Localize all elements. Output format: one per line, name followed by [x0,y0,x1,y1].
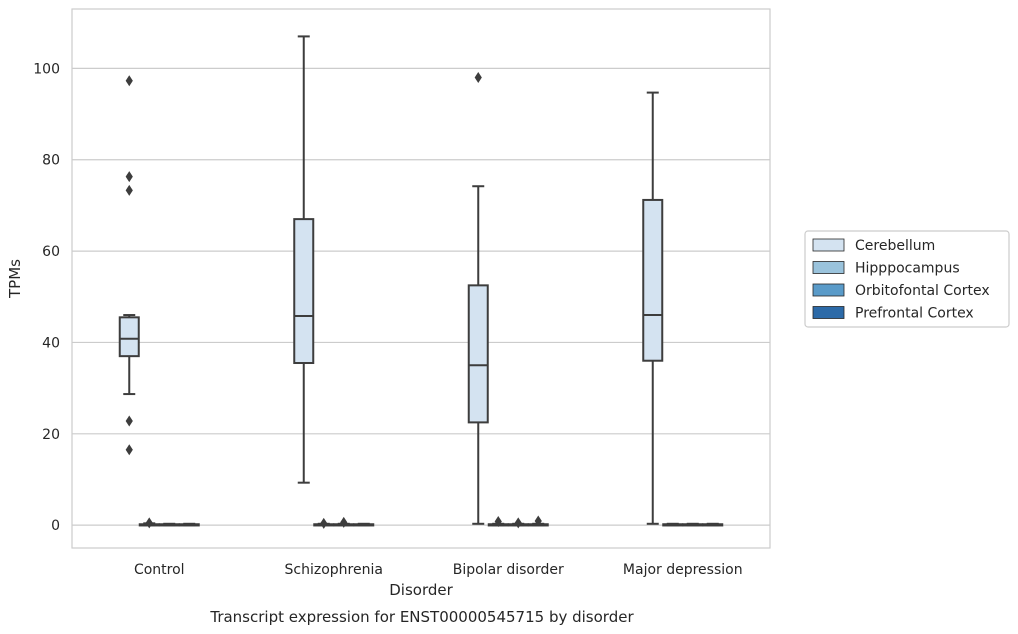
chart-caption: Transcript expression for ENST0000054571… [209,608,634,626]
outlier-point [320,517,328,529]
x-tick-label: Schizophrenia [285,562,383,578]
outlier-point [125,444,133,456]
legend-frame [804,230,1010,328]
x-tick-label: Major depression [623,562,743,578]
outlier-point [125,75,133,87]
box-group [702,522,724,527]
plot-area-frame [71,8,771,549]
outlier-point [125,171,133,183]
y-tick-label: 20 [42,427,60,443]
box-group [293,35,315,484]
y-tick-label: 80 [42,153,60,169]
box-group [158,522,180,527]
box-group [353,522,375,527]
box-plot-marks [118,35,724,529]
legend-swatch [812,238,845,252]
legend-label: Orbitofontal Cortex [855,283,990,299]
x-axis-label: Disorder [389,581,453,599]
box-group [642,91,664,525]
outlier-point [340,516,348,528]
box-group [487,516,509,528]
y-tick-label: 60 [42,244,60,260]
box-iqr [467,284,489,424]
x-axis-ticks: Control Schizophrenia Bipolar disorder Majo… [134,562,743,578]
box-iqr [118,316,140,358]
legend-swatch [812,306,845,319]
y-tick-label: 0 [51,518,60,534]
box-group [662,522,684,527]
outlier-point [125,184,133,196]
box-iqr [293,218,315,365]
box-group [467,72,489,525]
box-group [118,75,140,456]
y-axis-ticks: 0 20 40 60 80 100 [33,61,60,534]
y-axis-label: TPMs [6,259,24,299]
y-tick-label: 40 [42,335,60,351]
outlier-point [145,517,153,529]
legend-label: Prefrontal Cortex [855,306,974,322]
box-group [507,517,529,529]
outlier-point [534,515,542,527]
legend-swatch [812,283,845,297]
outlier-point [474,72,482,84]
box-group [178,522,200,527]
box-group [333,516,355,528]
legend-label: Hipppocampus [855,261,960,277]
box-iqr [642,198,664,362]
x-tick-label: Bipolar disorder [453,562,564,578]
legend-label: Cerebellum [855,238,935,254]
box-group [527,515,549,527]
x-tick-label: Control [134,562,185,578]
outlier-point [514,517,522,529]
outlier-point [494,516,502,528]
outlier-point [125,415,133,427]
y-tick-label: 100 [33,61,60,77]
legend: Cerebellum Hipppocampus Orbitofontal Corte… [804,230,1010,328]
box-group [682,522,704,527]
legend-swatch [812,261,845,274]
